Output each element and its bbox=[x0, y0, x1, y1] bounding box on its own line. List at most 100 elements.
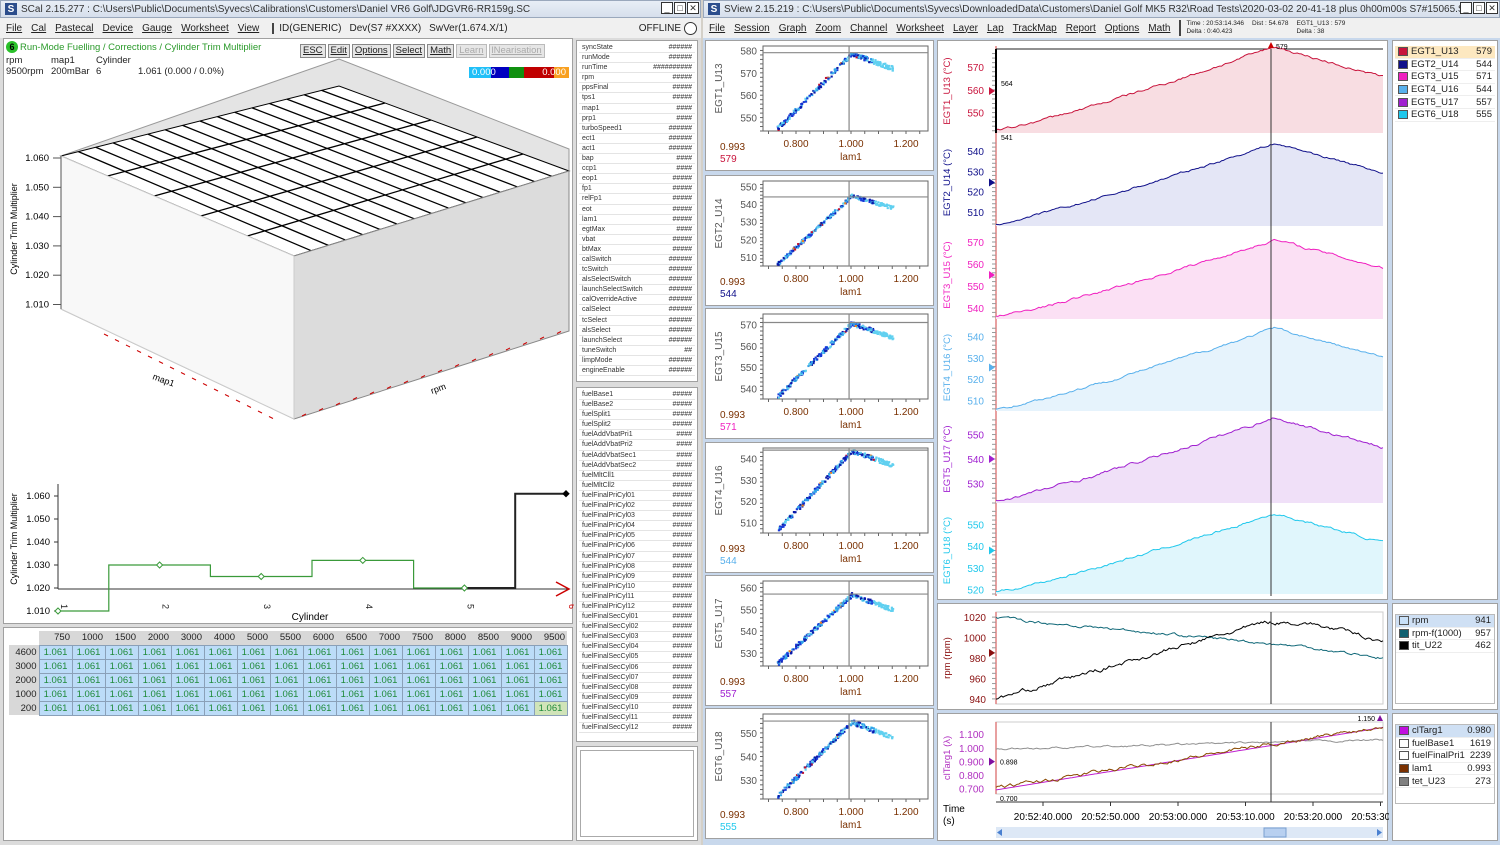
table-cell[interactable]: 1.061 bbox=[368, 644, 403, 660]
variable-row[interactable]: ect1 ###### bbox=[579, 134, 695, 144]
table-cell[interactable]: 1.061 bbox=[533, 700, 568, 716]
variable-row[interactable]: calSwitch ###### bbox=[579, 255, 695, 266]
menu-report[interactable]: Report bbox=[1065, 22, 1096, 34]
table-cell[interactable]: 1.061 bbox=[38, 686, 73, 702]
legend-item-fuelFinalPri1[interactable]: fuelFinalPri1 2239 bbox=[1396, 750, 1494, 763]
variable-row[interactable]: fuelAddVbatPri1 #### bbox=[579, 430, 695, 441]
variable-row[interactable]: fuelFinalPriCyl06 ##### bbox=[579, 541, 695, 552]
legend-item-EGT5_U17[interactable]: EGT5_U17 557 bbox=[1395, 96, 1495, 109]
variable-row[interactable]: fuelAddVbatPri2 #### bbox=[579, 440, 695, 451]
variable-row[interactable]: eop1 ##### bbox=[579, 174, 695, 185]
cyl-point-1[interactable] bbox=[54, 607, 62, 615]
table-cell[interactable]: 1.061 bbox=[434, 658, 469, 674]
maximize-button[interactable]: □ bbox=[674, 2, 686, 14]
variable-row[interactable]: fuelFinalSecCyl07 ##### bbox=[579, 673, 695, 683]
table-cell[interactable]: 1.061 bbox=[137, 658, 172, 674]
table-cell[interactable]: 1.061 bbox=[269, 700, 304, 716]
variable-row[interactable]: fuelFinalSecCyl02 ##### bbox=[579, 622, 695, 633]
menu-lap[interactable]: Lap bbox=[986, 22, 1004, 34]
variable-row[interactable]: fuelFinalPriCyl11 ##### bbox=[579, 592, 695, 602]
table-cell[interactable]: 1.061 bbox=[104, 644, 139, 660]
table-cell[interactable]: 1.061 bbox=[38, 700, 73, 716]
variable-row[interactable]: relFp1 ##### bbox=[579, 194, 695, 205]
table-cell[interactable]: 1.061 bbox=[203, 700, 238, 716]
table-cell[interactable]: 1.061 bbox=[335, 658, 370, 674]
menu-worksheet[interactable]: Worksheet bbox=[896, 22, 944, 34]
scatter-plot[interactable]: 570 560 550 540 0.800 1.000 1.200 lam1 EGT3_U15 0… bbox=[706, 309, 935, 440]
table-cell[interactable]: 1.061 bbox=[533, 686, 568, 702]
legend-item-rpm-f(1000)[interactable]: rpm-f(1000) 957 bbox=[1396, 628, 1494, 641]
egt-time-graph[interactable]: 570 560 550 EGT1_U13 (°C) 540 530 520 510 EGT2_U… bbox=[938, 41, 1389, 601]
legend-item-tet_U23[interactable]: tet_U23 273 bbox=[1396, 775, 1494, 788]
table-cell[interactable]: 1.061 bbox=[302, 700, 337, 716]
minimize-button[interactable]: _ bbox=[661, 2, 673, 14]
variable-row[interactable]: fuelFinalSecCyl06 ##### bbox=[579, 663, 695, 673]
table-cell[interactable]: 1.061 bbox=[236, 644, 271, 660]
table-cell[interactable]: 1.061 bbox=[71, 658, 106, 674]
menu-zoom[interactable]: Zoom bbox=[815, 22, 842, 34]
table-cell[interactable]: 1.061 bbox=[335, 672, 370, 688]
variable-row[interactable]: fuelSplit2 ##### bbox=[579, 420, 695, 431]
table-cell[interactable]: 1.061 bbox=[38, 644, 73, 660]
lambda-time-graph[interactable]: 1.100 1.000 0.900 0.800 0.700 clTarg1 (λ) 0.89… bbox=[938, 714, 1410, 842]
menu-session[interactable]: Session bbox=[734, 22, 770, 34]
table-cell[interactable]: 1.061 bbox=[236, 658, 271, 674]
horizontal-scrollbar[interactable] bbox=[996, 827, 1383, 838]
menu-cal[interactable]: Cal bbox=[31, 22, 47, 34]
table-cell[interactable]: 1.061 bbox=[533, 658, 568, 674]
legend-item-tit_U22[interactable]: tit_U22 462 bbox=[1396, 640, 1494, 653]
variable-row[interactable]: limpMode ###### bbox=[579, 356, 695, 366]
surface-3d-plot[interactable]: 1.060 1.050 1.040 1.030 1.020 1.010 Cylinder T… bbox=[4, 39, 574, 434]
scatter-plot[interactable]: 550 540 530 520 510 0.800 1.000 1.200 lam1 EGT2_U… bbox=[706, 176, 935, 307]
table-cell[interactable]: 1.061 bbox=[533, 672, 568, 688]
scrollbar-thumb[interactable] bbox=[1263, 827, 1287, 838]
table-cell[interactable]: 1.061 bbox=[71, 700, 106, 716]
toolbar-button-lnearisation[interactable]: lNearisation bbox=[488, 44, 545, 58]
table-cell[interactable]: 1.061 bbox=[170, 672, 205, 688]
variable-row[interactable]: fuelFinalSecCyl09 ##### bbox=[579, 693, 695, 703]
variable-row[interactable]: fuelMltCll2 ##### bbox=[579, 481, 695, 491]
cyl-point-5[interactable] bbox=[460, 584, 469, 592]
variable-row[interactable]: fuelFinalPriCyl01 ##### bbox=[579, 491, 695, 502]
table-cell[interactable]: 1.061 bbox=[137, 700, 172, 716]
table-cell[interactable]: 1.061 bbox=[467, 672, 502, 688]
table-cell[interactable]: 1.061 bbox=[467, 658, 502, 674]
table-cell[interactable]: 1.061 bbox=[467, 700, 502, 716]
table-cell[interactable]: 1.061 bbox=[500, 686, 535, 702]
variable-row[interactable]: fuelFinalSecCyl05 ##### bbox=[579, 652, 695, 663]
variable-row[interactable]: fuelFinalSecCyl08 ##### bbox=[579, 683, 695, 693]
table-cell[interactable]: 1.061 bbox=[401, 672, 436, 688]
variable-row[interactable]: fuelFinalSecCyl04 ##### bbox=[579, 642, 695, 653]
variable-row[interactable]: engineEnable ###### bbox=[579, 366, 695, 377]
table-cell[interactable]: 1.061 bbox=[302, 672, 337, 688]
variable-row[interactable]: tcSwitch ###### bbox=[579, 265, 695, 276]
table-cell[interactable]: 1.061 bbox=[170, 686, 205, 702]
cyl-point-6[interactable] bbox=[562, 489, 570, 498]
variable-row[interactable]: egtMax #### bbox=[579, 225, 695, 235]
table-cell[interactable]: 1.061 bbox=[170, 644, 205, 660]
legend-item-EGT1_U13[interactable]: EGT1_U13 579 bbox=[1395, 46, 1495, 59]
variable-row[interactable]: fuelFinalSecCyl03 ##### bbox=[579, 632, 695, 643]
legend-item-fuelBase1[interactable]: fuelBase1 1619 bbox=[1396, 738, 1494, 751]
variable-row[interactable]: fuelMltCll1 ##### bbox=[579, 471, 695, 481]
variable-row[interactable]: runMode ###### bbox=[579, 53, 695, 64]
menu-options[interactable]: Options bbox=[1104, 22, 1140, 34]
toolbar-button-select[interactable]: Select bbox=[392, 44, 426, 58]
variable-row[interactable]: alsSelectSwitch ###### bbox=[579, 275, 695, 286]
table-cell[interactable]: 1.061 bbox=[269, 672, 304, 688]
menu-view[interactable]: View bbox=[237, 22, 260, 34]
table-cell[interactable]: 1.061 bbox=[38, 658, 73, 674]
variable-row[interactable]: runTime ########## bbox=[579, 63, 695, 74]
toolbar-button-options[interactable]: Options bbox=[351, 44, 391, 58]
legend-item-EGT6_U18[interactable]: EGT6_U18 555 bbox=[1395, 109, 1495, 122]
table-cell[interactable]: 1.061 bbox=[368, 700, 403, 716]
variable-row[interactable]: lam1 ##### bbox=[579, 215, 695, 225]
variable-row[interactable]: fuelFinalSecCyl12 ##### bbox=[579, 723, 695, 734]
table-cell[interactable]: 1.061 bbox=[368, 658, 403, 674]
table-cell[interactable]: 1.061 bbox=[467, 686, 502, 702]
legend-item-clTarg1[interactable]: clTarg1 0.980 bbox=[1396, 725, 1494, 738]
table-cell[interactable]: 1.061 bbox=[302, 644, 337, 660]
table-cell[interactable]: 1.061 bbox=[269, 644, 304, 660]
variable-row[interactable]: fuelAddVbatSec1 #### bbox=[579, 451, 695, 461]
close-button[interactable]: ✕ bbox=[687, 2, 699, 14]
